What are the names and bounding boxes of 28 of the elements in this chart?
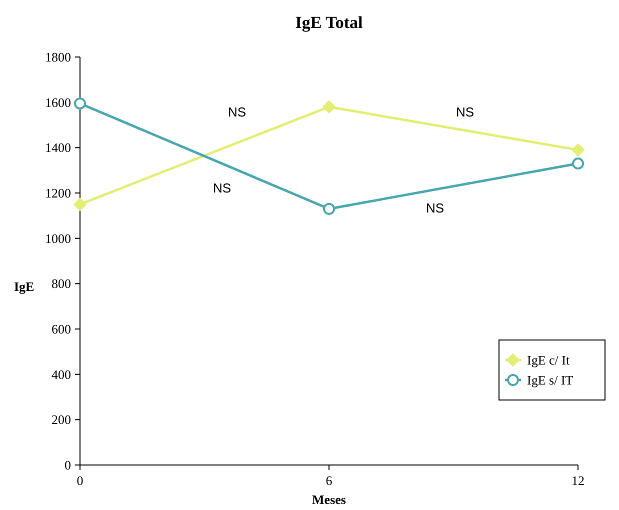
annotation: NS xyxy=(228,104,246,120)
legend-label: IgE s/ IT xyxy=(527,372,574,388)
x-tick-label: 0 xyxy=(76,473,84,488)
point xyxy=(74,97,86,110)
y-tick-label: 1000 xyxy=(45,230,71,246)
y-axis-title: IgE xyxy=(14,279,34,294)
x-tick-label: 6 xyxy=(326,473,333,488)
x-axis-title: Meses xyxy=(312,492,346,507)
y-tick-label: 0 xyxy=(64,458,71,473)
point xyxy=(572,158,584,170)
y-tick-label: 1600 xyxy=(45,94,71,110)
y-tick-label: 600 xyxy=(52,322,71,337)
chart-title: IgE Total xyxy=(295,13,364,32)
point xyxy=(572,143,584,156)
x-tick-label: 12 xyxy=(572,473,584,488)
point xyxy=(323,202,335,215)
annotation: NS xyxy=(426,200,444,216)
y-tick-label: 400 xyxy=(52,366,71,382)
annotation: NS xyxy=(456,104,474,120)
point xyxy=(74,198,86,211)
y-tick-label: 200 xyxy=(52,412,71,428)
y-tick-label: 1800 xyxy=(45,50,71,65)
y-tick-label: 1200 xyxy=(45,186,71,201)
y-tick-label: 800 xyxy=(52,276,71,292)
annotation: NS xyxy=(212,180,232,196)
point xyxy=(322,100,336,114)
y-tick-label: 1400 xyxy=(45,140,71,156)
legend-label: IgE c/ It xyxy=(527,352,570,368)
